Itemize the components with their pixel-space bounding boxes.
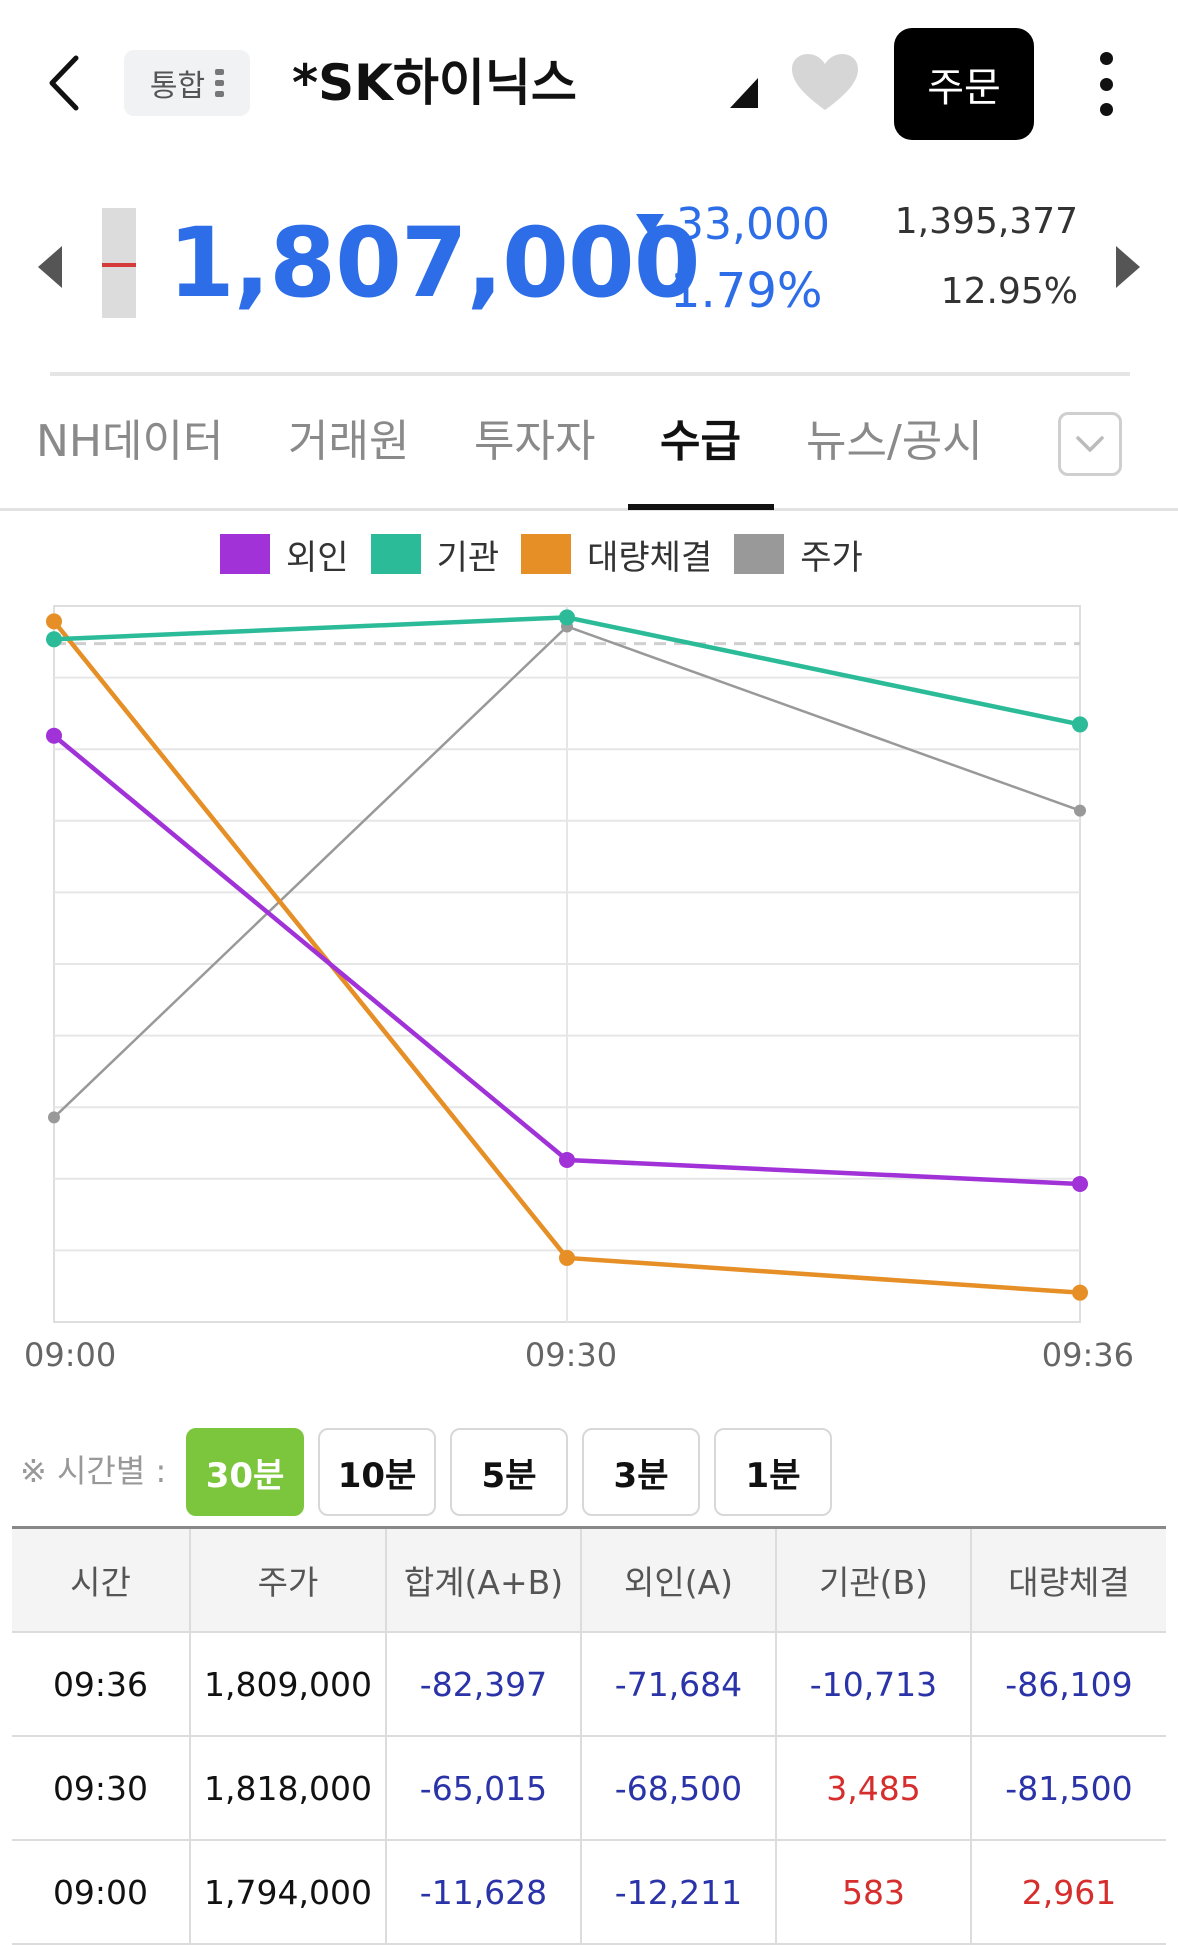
change-rate: 1.79% (670, 263, 823, 319)
cell-block-trade: -86,109 (971, 1632, 1166, 1737)
current-price: 1,807,000 (168, 207, 701, 319)
mini-candle-chart (102, 208, 136, 318)
legend-swatch (521, 534, 572, 574)
more-icon[interactable] (1092, 52, 1120, 116)
tab-investor[interactable]: 투자자 (474, 416, 596, 467)
table-header-row: 시간 주가 합계(A+B) 외인(A) 기관(B) 대량체결 (12, 1526, 1166, 1633)
cell-price: 1,809,000 (190, 1632, 387, 1737)
legend-label: 대량체결 (587, 537, 713, 578)
cell-sum: -82,397 (386, 1632, 582, 1737)
legend-label: 주가 (800, 537, 863, 578)
caret-icon[interactable] (730, 78, 758, 108)
cell-institution: 3,485 (776, 1736, 972, 1841)
tab-nh-data[interactable]: NH데이터 (36, 416, 224, 467)
data-point (559, 1151, 575, 1168)
interval-5min-button[interactable]: 5분 (450, 1428, 568, 1516)
next-stock-arrow-icon[interactable] (1116, 246, 1140, 288)
cell-sum: -65,015 (386, 1736, 582, 1841)
table-row: 09:30 1,818,000 -65,015 -68,500 3,485 -8… (12, 1736, 1166, 1841)
menu-dots-icon (215, 69, 225, 97)
interval-3min-button[interactable]: 3분 (582, 1428, 700, 1516)
stock-name[interactable]: *SK하이닉스 (292, 54, 577, 112)
prev-stock-arrow-icon[interactable] (38, 246, 62, 288)
scope-label: 통합 (149, 69, 206, 104)
column-header: 시간 (12, 1526, 191, 1633)
cell-time: 09:36 (12, 1632, 191, 1737)
column-header: 외인(A) (581, 1526, 777, 1633)
data-point (1072, 716, 1088, 733)
cell-block-trade: 2,961 (971, 1840, 1166, 1945)
x-tick-label: 09:36 (1042, 1336, 1134, 1374)
down-triangle-icon (636, 214, 664, 236)
volume: 1,395,377 (894, 201, 1078, 242)
cell-sum: -11,628 (386, 1840, 582, 1945)
tab-news[interactable]: 뉴스/공시 (806, 416, 983, 467)
scope-selector[interactable]: 통합 (124, 50, 250, 116)
order-button[interactable]: 주문 (894, 28, 1034, 140)
supply-demand-table: 시간 주가 합계(A+B) 외인(A) 기관(B) 대량체결 09:36 1,8… (12, 1526, 1166, 1945)
legend-label: 기관 (436, 537, 500, 578)
column-header: 대량체결 (971, 1526, 1166, 1633)
tab-active-indicator (628, 504, 774, 510)
data-point (1072, 1175, 1088, 1192)
legend-item-institution: 기관 (370, 530, 500, 579)
x-tick-label: 09:00 (24, 1336, 116, 1374)
divider (50, 372, 1130, 376)
cell-time: 09:00 (12, 1840, 191, 1945)
column-header: 주가 (190, 1526, 387, 1633)
cell-time: 09:30 (12, 1736, 191, 1841)
tab-baseline (0, 508, 1178, 511)
price-change: 33,000 (636, 196, 830, 254)
cell-institution: -10,713 (776, 1632, 972, 1737)
data-point (46, 727, 62, 744)
interval-1min-button[interactable]: 1분 (714, 1428, 832, 1516)
tab-expand-button[interactable] (1058, 412, 1122, 476)
tab-supply-demand[interactable]: 수급 (660, 416, 741, 467)
data-point (1074, 804, 1086, 817)
data-point (48, 1111, 60, 1124)
legend-swatch (220, 534, 270, 574)
column-header: 기관(B) (776, 1526, 972, 1633)
data-point (1072, 1284, 1088, 1301)
table-row: 09:36 1,809,000 -82,397 -71,684 -10,713 … (12, 1632, 1166, 1737)
back-button[interactable] (40, 48, 90, 118)
cell-foreign: -68,500 (581, 1736, 777, 1841)
chevron-down-icon (1076, 436, 1104, 452)
cell-block-trade: -81,500 (971, 1736, 1166, 1841)
interval-label: ※ 시간별 : (20, 1452, 167, 1490)
supply-demand-chart: 09:00 09:30 09:36 (24, 605, 1134, 1374)
interval-30min-button[interactable]: 30분 (186, 1428, 304, 1516)
legend-swatch (734, 534, 785, 574)
interval-10min-button[interactable]: 10분 (318, 1428, 436, 1516)
table-row: 09:00 1,794,000 -11,628 -12,211 583 2,96… (12, 1840, 1166, 1945)
cell-foreign: -71,684 (581, 1632, 777, 1737)
legend-label: 외인 (286, 537, 349, 578)
x-tick-label: 09:30 (525, 1336, 617, 1374)
legend-swatch (370, 534, 421, 574)
legend-item-block-trade: 대량체결 (521, 530, 712, 579)
data-point (559, 609, 575, 626)
back-icon (49, 55, 79, 111)
legend-item-price: 주가 (734, 530, 863, 579)
change-value: 33,000 (676, 199, 830, 250)
cell-price: 1,794,000 (190, 1840, 387, 1945)
data-point (46, 631, 62, 648)
chart-legend: 외인 기관 대량체결 주가 (220, 530, 863, 578)
data-point (559, 1249, 575, 1266)
legend-item-foreign: 외인 (220, 530, 349, 579)
column-header: 합계(A+B) (386, 1526, 582, 1633)
data-point (46, 613, 62, 630)
cell-price: 1,818,000 (190, 1736, 387, 1841)
tab-broker[interactable]: 거래원 (288, 416, 410, 467)
heart-icon[interactable] (790, 52, 860, 114)
cell-institution: 583 (776, 1840, 972, 1945)
turnover-rate: 12.95% (940, 271, 1078, 312)
cell-foreign: -12,211 (581, 1840, 777, 1945)
